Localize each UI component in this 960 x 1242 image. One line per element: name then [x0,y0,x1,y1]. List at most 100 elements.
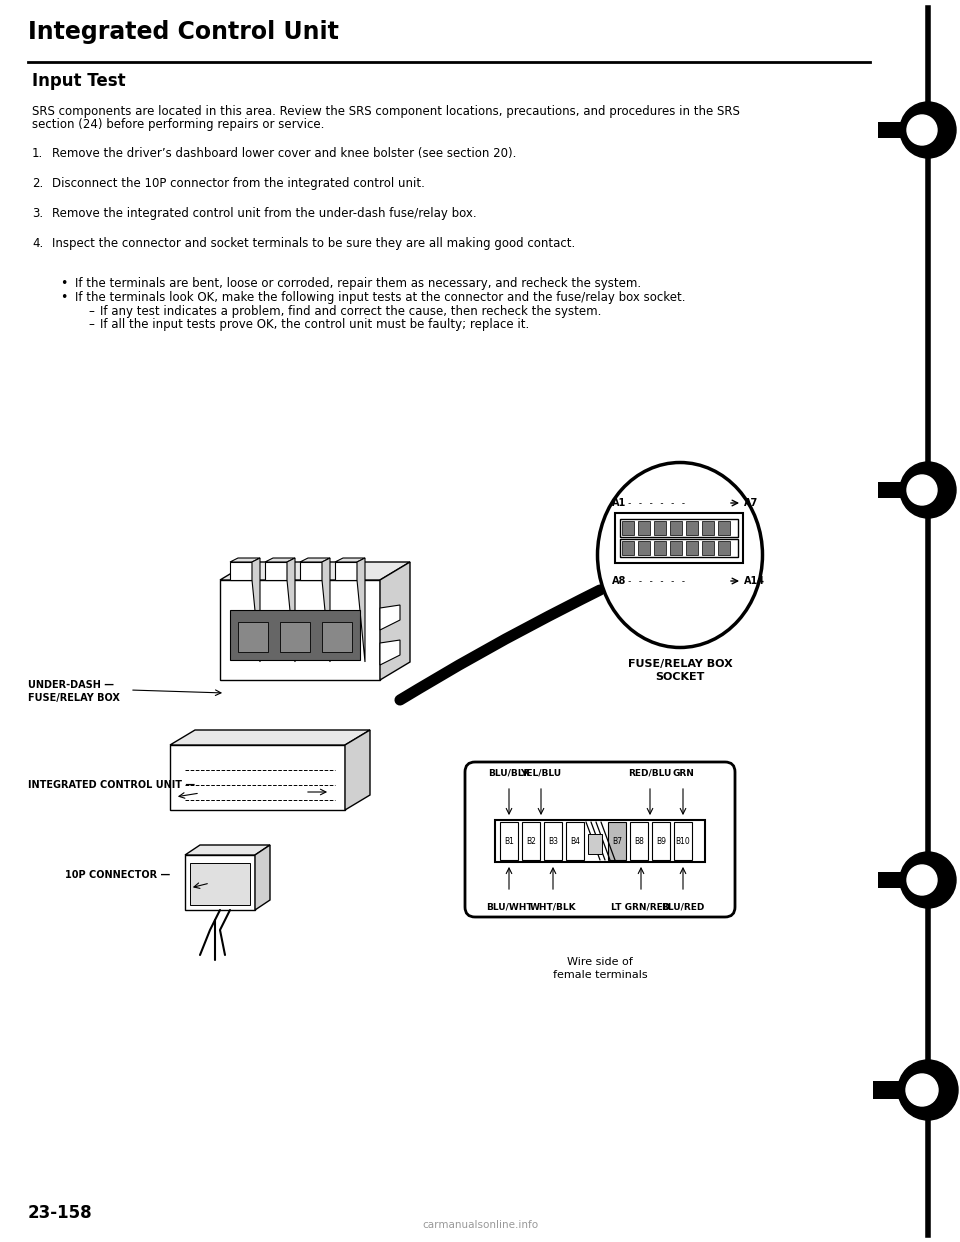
Circle shape [907,864,937,895]
Polygon shape [380,640,400,664]
Text: If any test indicates a problem, find and correct the cause, then recheck the sy: If any test indicates a problem, find an… [100,306,601,318]
Text: B1: B1 [504,837,514,846]
Bar [622,542,634,555]
Bar [638,542,650,555]
Bar [620,539,738,556]
Polygon shape [185,854,255,910]
Text: B10: B10 [676,837,690,846]
Text: B2: B2 [526,837,536,846]
Text: BLU/BLK: BLU/BLK [488,769,530,777]
Text: 2.: 2. [32,178,43,190]
Bar [686,520,698,535]
Text: B9: B9 [656,837,666,846]
Circle shape [900,102,956,158]
Text: - - - - - -: - - - - - - [627,498,686,508]
Polygon shape [252,558,260,662]
Polygon shape [220,580,380,681]
Bar [686,542,698,555]
Text: WHT/BLK: WHT/BLK [530,902,576,910]
Polygon shape [380,605,400,630]
Bar [638,520,650,535]
Polygon shape [300,558,330,561]
Polygon shape [287,558,295,662]
Text: RED/BLU: RED/BLU [628,769,672,777]
Text: 10P CONNECTOR —: 10P CONNECTOR — [65,869,170,881]
Text: A14: A14 [744,576,765,586]
Text: •: • [60,291,67,304]
Bar [544,822,562,859]
Bar [652,822,670,859]
Polygon shape [300,561,322,580]
Text: SRS components are located in this area. Review the SRS component locations, pre: SRS components are located in this area.… [32,106,740,118]
Polygon shape [230,558,260,561]
Polygon shape [265,561,287,580]
Text: 23-158: 23-158 [28,1203,92,1222]
Polygon shape [190,863,250,905]
Bar [670,542,682,555]
Polygon shape [170,745,345,810]
Circle shape [906,1074,938,1105]
Text: Disconnect the 10P connector from the integrated control unit.: Disconnect the 10P connector from the in… [52,178,425,190]
Text: –: – [88,306,94,318]
Text: A8: A8 [612,576,626,586]
Circle shape [900,852,956,908]
Polygon shape [357,558,365,662]
Circle shape [900,462,956,518]
Text: B3: B3 [548,837,558,846]
Text: If the terminals are bent, loose or corroded, repair them as necessary, and rech: If the terminals are bent, loose or corr… [75,277,641,289]
Polygon shape [335,558,365,561]
Text: LT GRN/RED: LT GRN/RED [612,902,671,910]
Text: FUSE/RELAY BOX: FUSE/RELAY BOX [28,693,120,703]
Bar [500,822,518,859]
Text: GRN: GRN [672,769,694,777]
Text: INTEGRATED CONTROL UNIT —: INTEGRATED CONTROL UNIT — [28,780,195,790]
Text: 4.: 4. [32,237,43,250]
Bar [718,520,730,535]
Text: •: • [60,277,67,289]
Polygon shape [230,610,360,660]
Bar [702,542,714,555]
Bar [630,822,648,859]
Text: B4: B4 [570,837,580,846]
Text: BLU/WHT: BLU/WHT [486,902,532,910]
Bar [522,822,540,859]
Text: UNDER-DASH —: UNDER-DASH — [28,681,114,691]
Text: –: – [88,318,94,332]
Bar [588,833,602,854]
Polygon shape [380,561,410,681]
Polygon shape [185,845,270,854]
Bar [674,822,692,859]
Text: FUSE/RELAY BOX
SOCKET: FUSE/RELAY BOX SOCKET [628,660,732,682]
Polygon shape [220,561,410,580]
Polygon shape [280,622,310,652]
Polygon shape [322,558,330,662]
Bar [495,820,705,862]
Polygon shape [878,482,913,498]
Circle shape [907,116,937,145]
Bar [622,520,634,535]
Text: Remove the integrated control unit from the under-dash fuse/relay box.: Remove the integrated control unit from … [52,207,476,220]
Circle shape [898,1059,958,1120]
Text: Integrated Control Unit: Integrated Control Unit [28,20,339,43]
Text: If the terminals look OK, make the following input tests at the connector and th: If the terminals look OK, make the follo… [75,291,685,304]
Ellipse shape [597,462,762,647]
Polygon shape [230,561,252,580]
FancyBboxPatch shape [465,763,735,917]
Polygon shape [878,872,913,888]
Text: 3.: 3. [32,207,43,220]
Text: B7: B7 [612,837,622,846]
Text: Input Test: Input Test [32,72,126,89]
Polygon shape [345,730,370,810]
Polygon shape [170,730,370,745]
Polygon shape [878,122,913,138]
Polygon shape [335,561,357,580]
Text: carmanualsonline.info: carmanualsonline.info [422,1220,538,1230]
Text: Wire side of
female terminals: Wire side of female terminals [553,958,647,980]
Text: YEL/BLU: YEL/BLU [520,769,562,777]
Text: If all the input tests prove OK, the control unit must be faulty; replace it.: If all the input tests prove OK, the con… [100,318,529,332]
Polygon shape [873,1081,914,1099]
Polygon shape [265,558,295,561]
Polygon shape [238,622,268,652]
Text: A7: A7 [744,498,758,508]
Bar [566,822,584,859]
